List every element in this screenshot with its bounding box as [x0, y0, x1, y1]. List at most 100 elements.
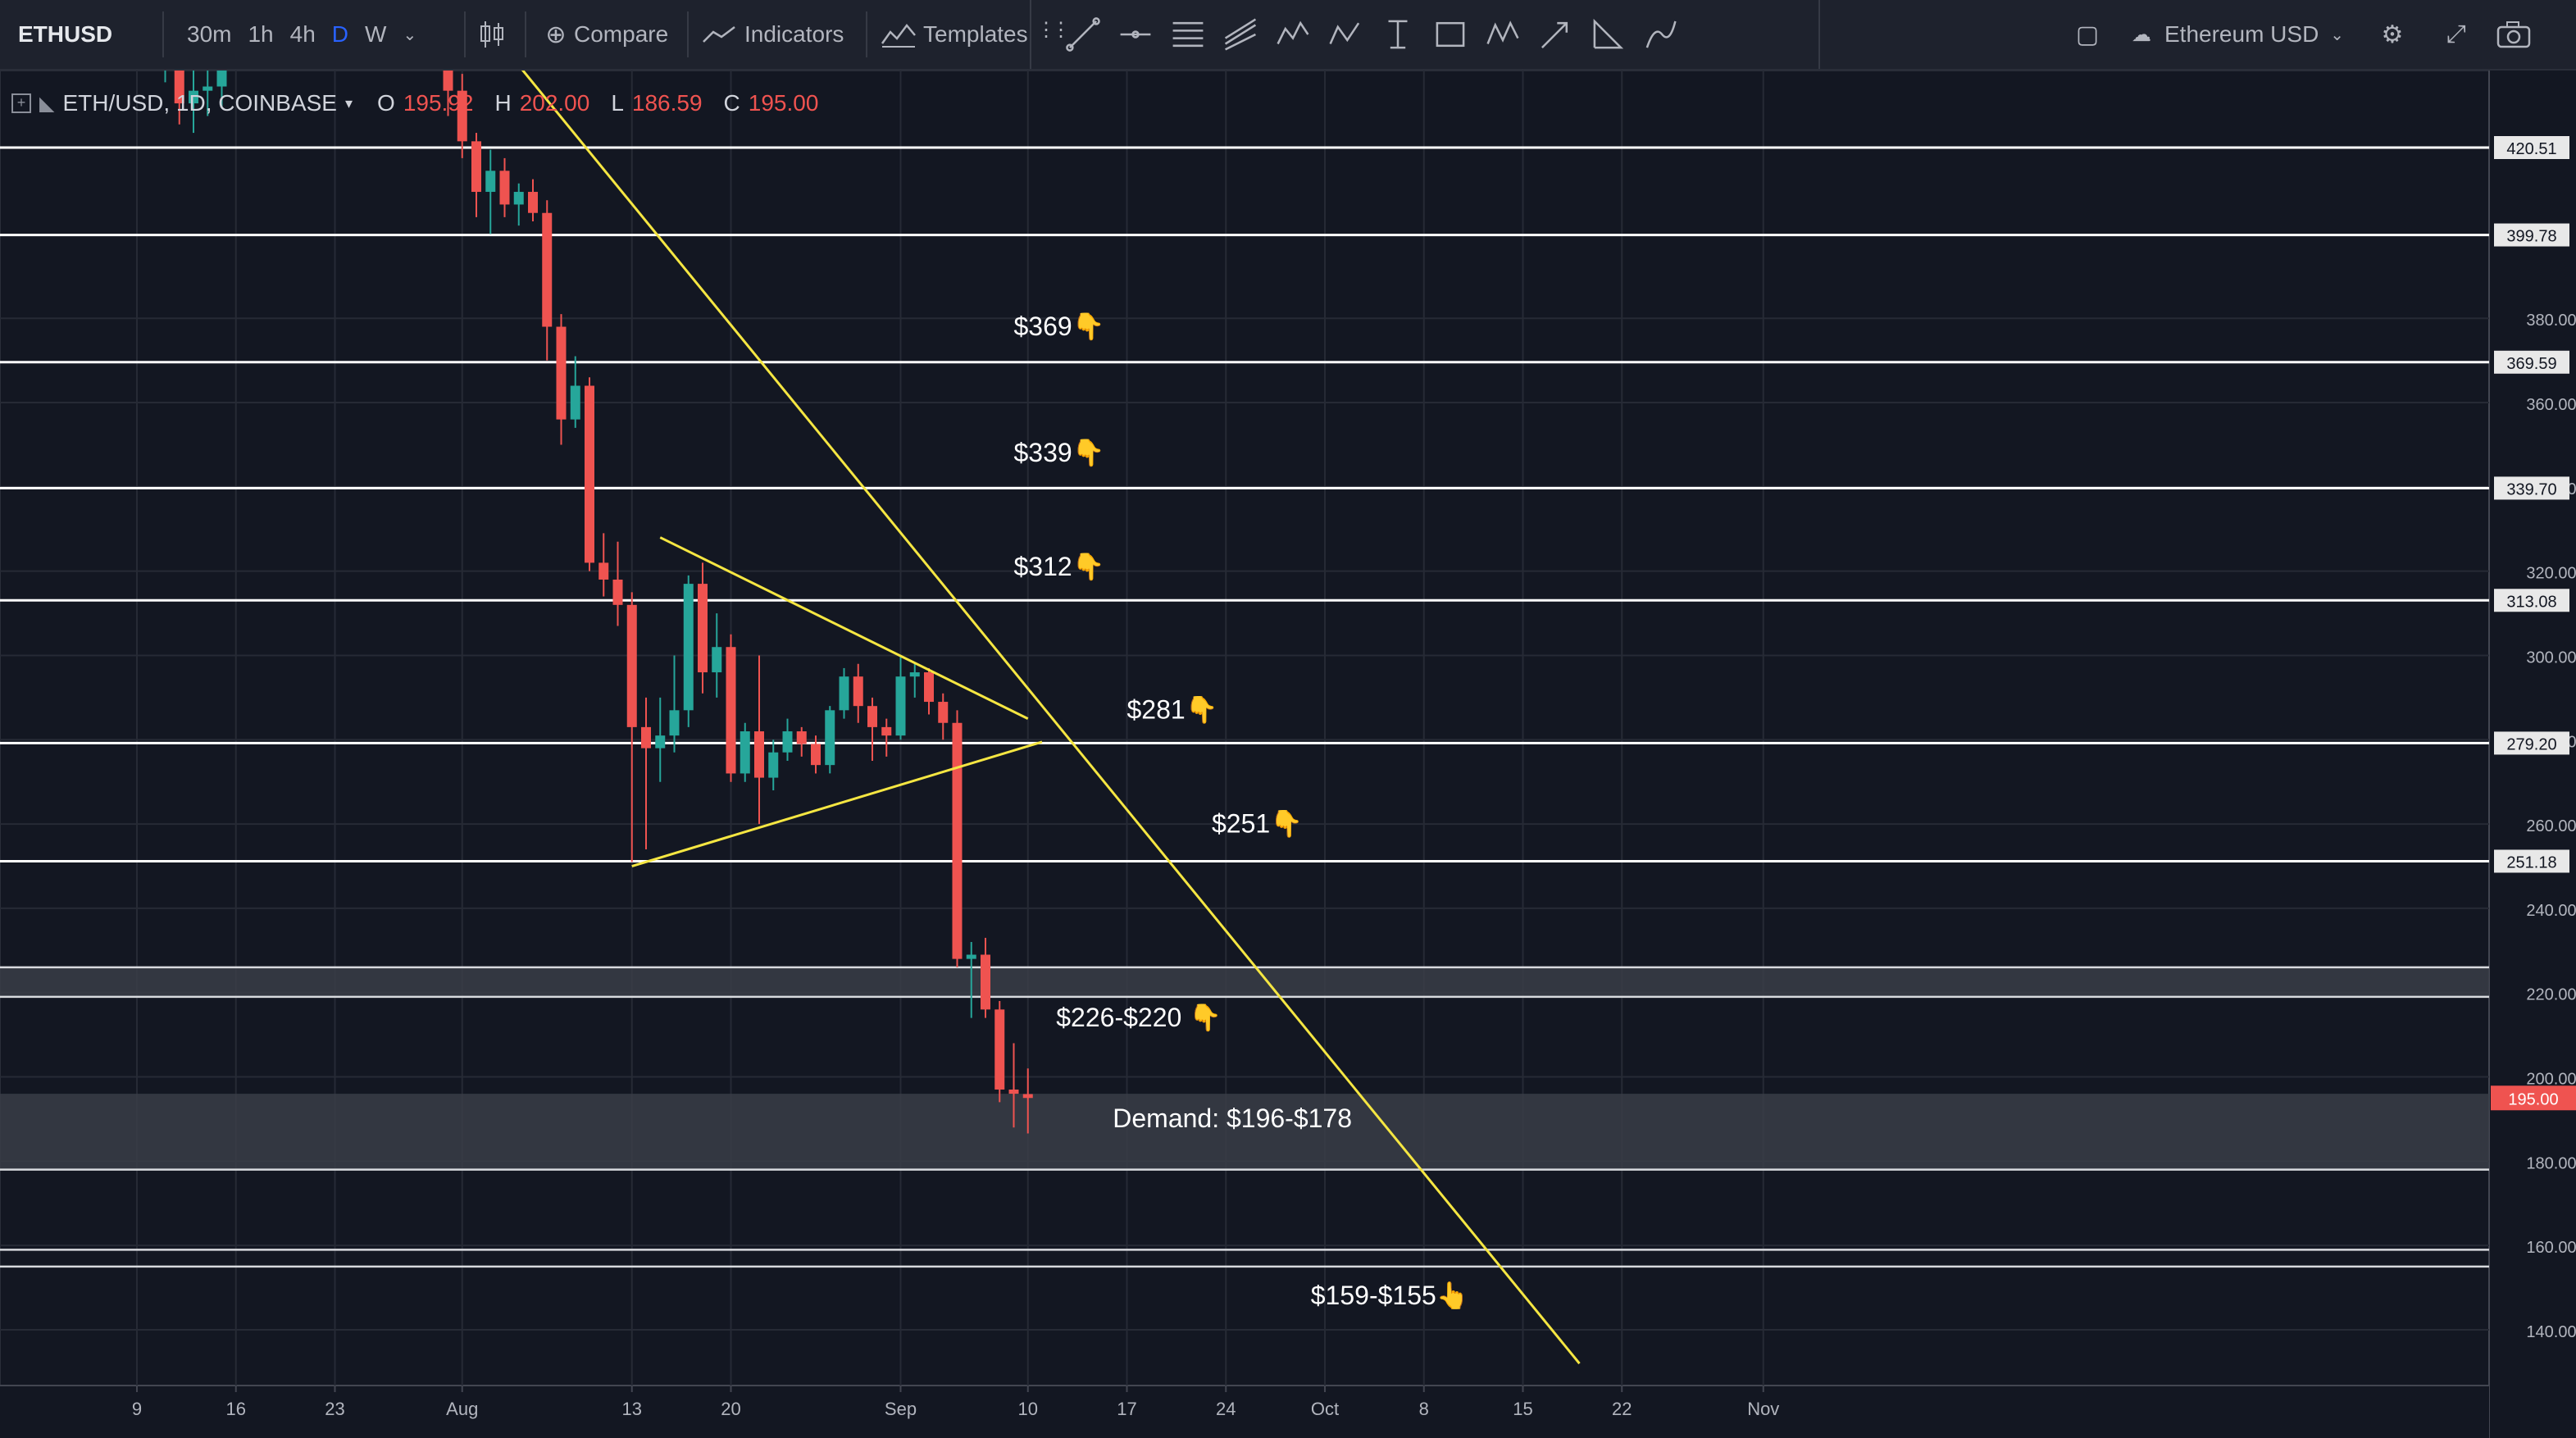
brush-icon[interactable] — [1641, 16, 1679, 53]
horizontal-ray-icon[interactable] — [1117, 16, 1154, 53]
candle-body[interactable] — [811, 744, 821, 766]
symbol-name-button[interactable]: ☁ Ethereum USD ⌄ — [2123, 0, 2344, 69]
interval-d[interactable]: D — [331, 21, 349, 47]
candle-body[interactable] — [556, 326, 567, 420]
time-tick-label: Sep — [885, 1399, 917, 1419]
gear-icon: ⚙ — [2381, 20, 2404, 48]
candle-body[interactable] — [598, 562, 609, 580]
level-price-box — [2494, 849, 2569, 873]
candle-body[interactable] — [471, 141, 481, 193]
trendline[interactable] — [631, 740, 1043, 867]
text-icon[interactable] — [1379, 16, 1417, 53]
candle-body[interactable] — [796, 731, 807, 744]
cloud-icon: ☁ — [2132, 23, 2151, 46]
xabcd-icon[interactable] — [1484, 16, 1522, 53]
candle-body[interactable] — [952, 722, 963, 959]
candles-icon — [480, 21, 503, 48]
candle-body[interactable] — [485, 171, 496, 193]
compare-button[interactable]: ⊕ Compare — [538, 0, 668, 69]
settings-button[interactable]: ⚙ — [2368, 0, 2417, 69]
measure-icon[interactable] — [1589, 16, 1627, 53]
level-price-label: 399.78 — [2506, 228, 2556, 246]
camera-icon — [2496, 21, 2531, 48]
trend-line-icon[interactable] — [1064, 16, 1102, 53]
rectangle-toggle[interactable]: ▢ — [2063, 0, 2112, 69]
candle-body[interactable] — [881, 726, 892, 736]
abcd-pattern-icon[interactable] — [1327, 16, 1364, 53]
candle-body[interactable] — [626, 604, 637, 727]
candle-body[interactable] — [698, 584, 708, 673]
legend-dropdown-icon[interactable]: ▾ — [344, 94, 353, 111]
snapshot-button[interactable] — [2496, 0, 2532, 69]
candle-body[interactable] — [726, 647, 736, 774]
candle-body[interactable] — [570, 385, 580, 420]
candle-body[interactable] — [782, 731, 793, 753]
symbol-search[interactable]: ETHUSD — [18, 21, 113, 47]
level-price-label: 369.59 — [2506, 355, 2556, 373]
candle-body[interactable] — [499, 171, 510, 205]
indicators-label: Indicators — [744, 21, 844, 47]
candle-body[interactable] — [174, 71, 184, 104]
candle-body[interactable] — [457, 90, 467, 142]
candle-body[interactable] — [203, 86, 213, 91]
candle-body[interactable] — [683, 584, 694, 711]
high-value: 202.00 — [519, 90, 590, 116]
interval-1h[interactable]: 1h — [248, 21, 274, 47]
templates-button[interactable]: Templates — [881, 0, 1028, 69]
candle-body[interactable] — [641, 726, 651, 749]
low-label: L — [611, 90, 624, 116]
candle-body[interactable] — [1022, 1094, 1033, 1099]
trendline[interactable] — [659, 536, 1029, 720]
candle-body[interactable] — [216, 71, 227, 87]
candle-body[interactable] — [839, 676, 849, 711]
time-axis[interactable] — [0, 1386, 2489, 1438]
trendline[interactable] — [519, 71, 1581, 1365]
candle-body[interactable] — [443, 71, 453, 91]
candle-body[interactable] — [768, 752, 779, 778]
candle-body[interactable] — [938, 702, 949, 723]
interval-w[interactable]: W — [365, 21, 387, 47]
candle-body[interactable] — [669, 710, 680, 736]
candle-body[interactable] — [585, 385, 594, 563]
open-value: 195.92 — [403, 90, 474, 116]
candle-body[interactable] — [924, 672, 934, 703]
drag-handle-icon[interactable]: ⋮⋮ — [1036, 19, 1071, 41]
candle-body[interactable] — [895, 676, 906, 736]
candle-body[interactable] — [542, 212, 553, 327]
candle-body[interactable] — [1008, 1089, 1019, 1094]
candle-body[interactable] — [994, 1009, 1005, 1090]
time-tick-label: 15 — [1513, 1399, 1532, 1419]
candle-body[interactable] — [513, 192, 524, 205]
candle-body[interactable] — [853, 676, 863, 707]
indicators-button[interactable]: Indicators — [702, 0, 844, 69]
time-tick-label: 16 — [226, 1399, 246, 1419]
candle-body[interactable] — [712, 647, 722, 673]
time-tick-label: Aug — [446, 1399, 478, 1419]
candle-body[interactable] — [740, 731, 750, 774]
price-chart[interactable]: $369👇 $339👇 $312👇 $281👇 $251👇 $226-$220 👇 Dema… — [0, 71, 2576, 1438]
candle-body[interactable] — [655, 735, 666, 749]
legend-expand-icon[interactable]: + — [11, 93, 31, 113]
interval-dropdown-icon[interactable]: ⌄ — [403, 25, 417, 44]
arrow-icon[interactable] — [1536, 16, 1574, 53]
candle-body[interactable] — [612, 579, 623, 605]
price-tick-label: 220.00 — [2526, 986, 2576, 1004]
interval-4h[interactable]: 4h — [289, 21, 316, 47]
candle-body[interactable] — [754, 731, 764, 778]
current-price-label: 195.00 — [2508, 1090, 2558, 1108]
candle-body[interactable] — [981, 954, 990, 1010]
candle-body[interactable] — [909, 672, 920, 677]
candle-body[interactable] — [825, 710, 835, 766]
rectangle-icon[interactable] — [1431, 16, 1469, 53]
candle-body[interactable] — [867, 706, 877, 727]
fullscreen-button[interactable]: ⤢ — [2432, 0, 2481, 69]
chart-type-button[interactable] — [474, 0, 510, 69]
legend-title[interactable]: ETH/USD, 1D, COINBASE — [62, 90, 337, 116]
fib-retracement-icon[interactable] — [1169, 16, 1207, 53]
pattern-icon[interactable] — [1274, 16, 1312, 53]
candle-body[interactable] — [528, 192, 538, 213]
candle-body[interactable] — [966, 954, 976, 959]
pitchfork-icon[interactable] — [1222, 16, 1259, 53]
candle-body[interactable] — [189, 90, 198, 104]
interval-30m[interactable]: 30m — [187, 21, 232, 47]
